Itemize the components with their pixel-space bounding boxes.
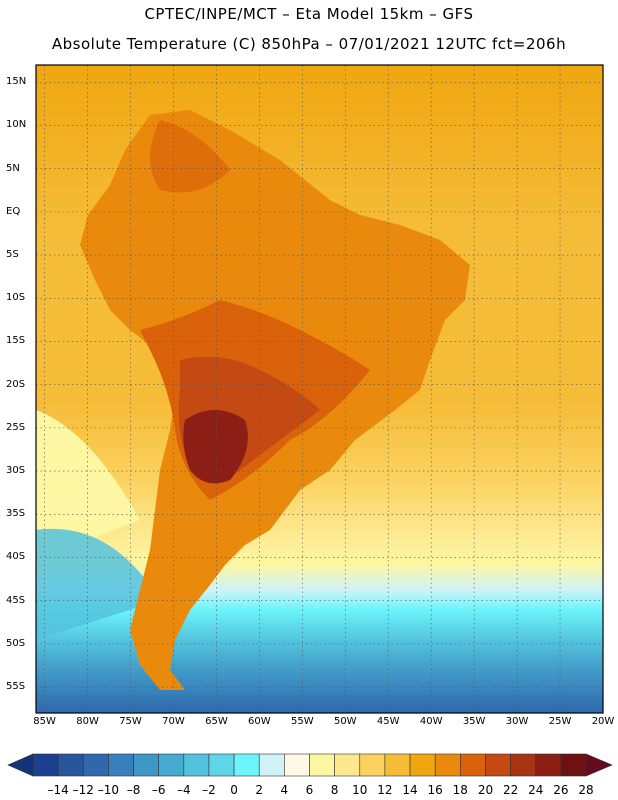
colorbar-swatch bbox=[233, 753, 260, 777]
colorbar-swatch bbox=[409, 753, 436, 777]
lat-label: 10S bbox=[6, 292, 26, 304]
north-andes-warm-region bbox=[150, 120, 230, 193]
colorbar-swatch bbox=[183, 753, 210, 777]
colorbar-swatch bbox=[133, 753, 159, 777]
colorbar-tick-label: –12 bbox=[72, 783, 94, 797]
colorbar-tick-label: –2 bbox=[202, 783, 216, 797]
lon-label: 80W bbox=[76, 716, 99, 727]
colorbar-swatch bbox=[309, 753, 335, 777]
colorbar-tick-label: 12 bbox=[377, 783, 393, 797]
colorbar-tick-label: 22 bbox=[502, 783, 519, 797]
colorbar-tick-label: 16 bbox=[427, 783, 443, 797]
lon-label: 65W bbox=[205, 716, 228, 727]
colorbar-swatch bbox=[460, 753, 486, 777]
lat-label: 25S bbox=[6, 421, 26, 433]
colorbar-swatch bbox=[434, 753, 461, 777]
colorbar-tick-label: 24 bbox=[528, 783, 544, 797]
colorbar-tick-label: –4 bbox=[176, 783, 191, 797]
lon-label: 20W bbox=[591, 716, 615, 727]
colorbar-swatch bbox=[535, 753, 562, 777]
lat-label: 35S bbox=[6, 508, 26, 520]
colorbar-swatch bbox=[284, 753, 310, 777]
lat-label: EQ bbox=[6, 205, 21, 217]
colorbar-tick-label: 2 bbox=[255, 783, 264, 797]
colorbar bbox=[7, 753, 613, 777]
lon-label: 30W bbox=[505, 716, 529, 727]
colorbar-tick-label: 10 bbox=[352, 783, 368, 797]
colorbar-tick-label: 26 bbox=[553, 783, 569, 797]
colorbar-swatch bbox=[359, 753, 386, 777]
colorbar-swatch bbox=[32, 753, 59, 777]
hottest-core-region bbox=[183, 410, 248, 484]
colorbar-tick-label: 0 bbox=[230, 783, 238, 797]
lat-label: 20S bbox=[6, 378, 26, 390]
lat-label: 30S bbox=[6, 465, 26, 477]
colorbar-tick-label: 20 bbox=[477, 783, 494, 797]
cool-pacific-tongue bbox=[36, 410, 140, 560]
colorbar-tick-label: 4 bbox=[280, 783, 289, 797]
lat-label: 40S bbox=[6, 551, 26, 563]
colorbar-tick-label: –14 bbox=[47, 783, 69, 797]
colorbar-tick-label: –8 bbox=[126, 783, 141, 797]
lat-label: 50S bbox=[6, 637, 26, 649]
lon-label: 25W bbox=[548, 716, 572, 727]
cold-pacific-region bbox=[36, 528, 160, 640]
lat-label: 45S bbox=[6, 594, 26, 606]
colorbar-swatch bbox=[158, 753, 185, 777]
colorbar-tick-label: 6 bbox=[305, 783, 314, 797]
colorbar-swatch bbox=[82, 753, 109, 777]
map-title-line1: CPTEC/INPE/MCT – Eta Model 15km – GFS bbox=[144, 5, 474, 23]
colorbar-swatch bbox=[485, 753, 511, 777]
colorbar-swatch bbox=[334, 753, 361, 777]
lat-label: 5S bbox=[6, 249, 19, 261]
lon-label: 55W bbox=[291, 716, 314, 727]
colorbar-tick-label: –6 bbox=[151, 783, 166, 797]
lon-label: 75W bbox=[119, 716, 142, 727]
colorbar-swatch bbox=[384, 753, 411, 777]
lon-label: 35W bbox=[462, 716, 486, 727]
colorbar-swatch bbox=[108, 753, 134, 777]
lat-label: 55S bbox=[6, 681, 26, 693]
lon-label: 70W bbox=[162, 716, 185, 727]
lon-label: 85W bbox=[33, 716, 56, 727]
colorbar-tick-label: 14 bbox=[402, 783, 418, 797]
lon-label: 40W bbox=[419, 716, 443, 727]
colorbar-swatch bbox=[510, 753, 537, 777]
lat-label: 5N bbox=[6, 162, 20, 174]
lon-label: 60W bbox=[248, 716, 271, 727]
colorbar-max-arrow bbox=[585, 753, 613, 777]
grid-lines bbox=[36, 65, 603, 713]
colorbar-min-arrow bbox=[7, 753, 34, 777]
lat-label: 15N bbox=[6, 76, 27, 88]
colorbar-swatch bbox=[57, 753, 84, 777]
colorbar-tick-label: 18 bbox=[452, 783, 468, 797]
map-frame bbox=[35, 64, 604, 714]
colorbar-swatch bbox=[560, 753, 587, 777]
lat-label: 10N bbox=[6, 119, 27, 131]
lon-label: 50W bbox=[333, 716, 357, 727]
lon-label: 45W bbox=[376, 716, 400, 727]
map-title-line2: Absolute Temperature (C) 850hPa – 07/01/… bbox=[51, 35, 567, 53]
lat-label: 15S bbox=[6, 335, 26, 347]
colorbar-swatch bbox=[208, 753, 235, 777]
colorbar-swatch bbox=[258, 753, 285, 777]
colorbar-tick-label: 8 bbox=[330, 783, 339, 797]
colorbar-tick-label: 28 bbox=[578, 783, 594, 797]
colorbar-tick-label: –10 bbox=[97, 783, 120, 797]
